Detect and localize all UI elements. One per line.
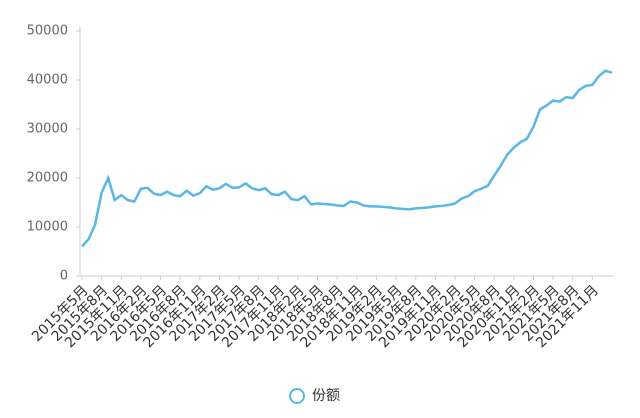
y-tick-label: 50000 bbox=[27, 24, 68, 39]
y-tick-label: 10000 bbox=[27, 220, 68, 235]
legend-label: 份额 bbox=[312, 388, 340, 404]
line bbox=[81, 69, 613, 248]
y-tick-label: 0 bbox=[60, 269, 68, 284]
y-tick-label: 30000 bbox=[27, 122, 68, 137]
y-tick-label: 40000 bbox=[27, 73, 68, 88]
legend-marker bbox=[289, 388, 305, 404]
y-tick-label: 20000 bbox=[27, 171, 68, 186]
